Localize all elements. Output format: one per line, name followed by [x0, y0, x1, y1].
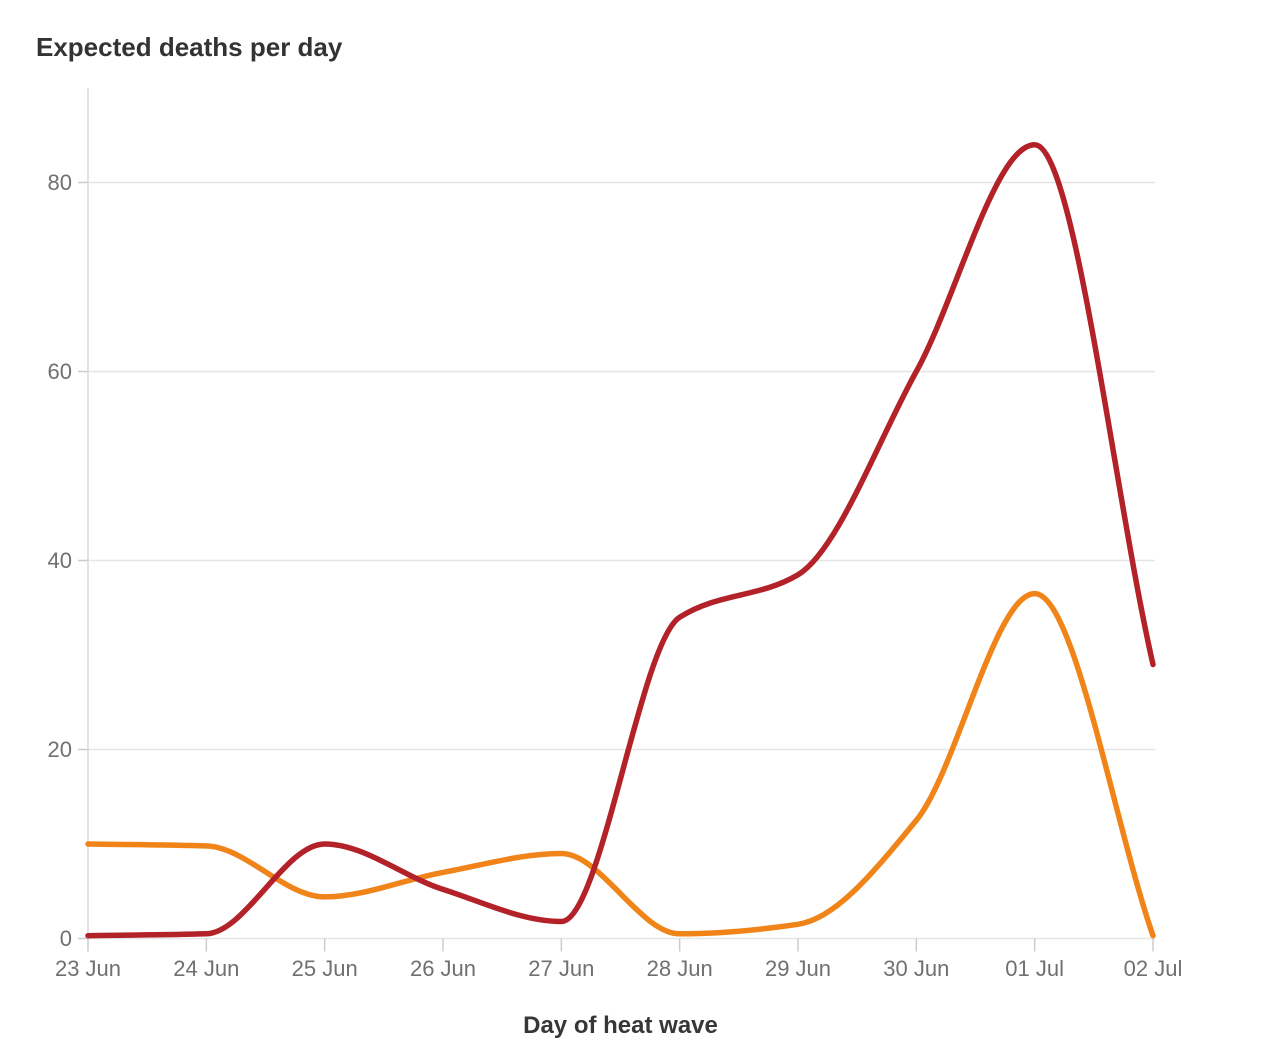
x-axis-tick-label: 24 Jun [173, 956, 240, 981]
y-axis-tick-label: 60 [47, 358, 72, 384]
series-line-orange [85, 590, 1156, 939]
x-axis-title: Day of heat wave [523, 1012, 718, 1039]
x-axis-tick-label: 25 Jun [291, 956, 358, 981]
y-axis-tick-label: 40 [47, 547, 72, 573]
chart-title: Expected deaths per day [36, 32, 343, 62]
x-axis-tick-label: 27 Jun [528, 956, 595, 981]
x-axis-tick-label: 01 Jul [1005, 956, 1065, 981]
x-axis-tick-label: 26 Jun [409, 956, 477, 981]
x-axis-tick-label: 30 Jun [883, 956, 950, 981]
x-axis-tick-label: 23 Jun [54, 956, 122, 981]
x-axis-tick-label: 28 Jun [646, 956, 713, 981]
y-axis-tick-label: 0 [59, 925, 72, 951]
y-axis-tick-label: 20 [47, 736, 72, 762]
series-line-dark-red [85, 141, 1156, 939]
x-axis-tick-label: 29 Jun [764, 956, 832, 981]
y-axis-tick-label: 80 [47, 169, 72, 195]
x-axis-tick-label: 02 Jul [1123, 956, 1183, 981]
